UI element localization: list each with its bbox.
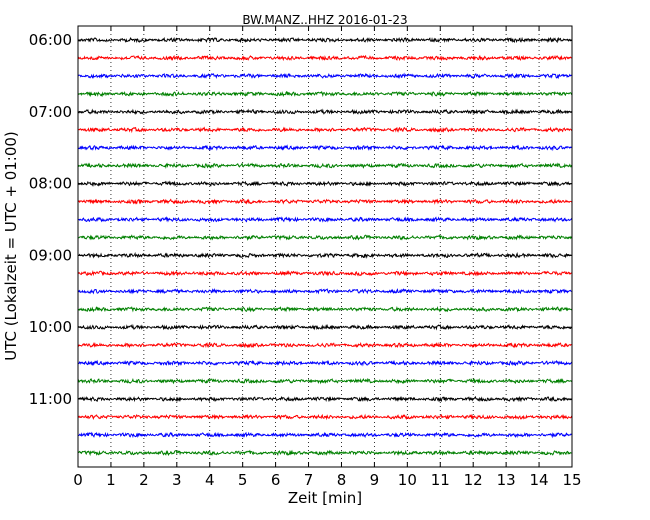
trace-line: [77, 108, 573, 116]
x-tick-label: 0: [73, 471, 83, 489]
chart-title: BW.MANZ..HHZ 2016-01-23: [242, 13, 407, 27]
y-axis: 06:00 07:00 08:00 09:00 10:00 11:00: [29, 31, 572, 408]
x-tick-label: 8: [337, 471, 347, 489]
trace-line: [77, 341, 573, 349]
trace-line: [77, 395, 573, 403]
x-axis: 0 1 2 3 4 5 6 7 8 9 10 11 12 13 14 15: [73, 26, 582, 489]
y-tick-label: 06:00: [29, 31, 72, 49]
y-tick-label: 11:00: [29, 390, 72, 408]
trace-line: [77, 54, 573, 62]
trace-line: [77, 198, 573, 205]
x-tick-label: 6: [271, 471, 281, 489]
trace-line: [77, 36, 573, 44]
x-tick-label: 5: [238, 471, 248, 489]
trace-line: [77, 413, 573, 421]
trace-line: [77, 449, 573, 457]
trace-line: [77, 162, 573, 169]
trace-line: [77, 323, 573, 331]
trace-line: [77, 216, 573, 223]
x-tick-label: 4: [205, 471, 215, 489]
trace-line: [77, 305, 573, 313]
trace-group: [77, 36, 573, 457]
y-tick-label: 07:00: [29, 103, 72, 121]
trace-line: [77, 377, 573, 385]
trace-line: [77, 251, 573, 259]
grid-lines: [110, 26, 540, 467]
trace-line: [77, 180, 573, 187]
plot-frame: [77, 25, 573, 468]
trace-line: [77, 90, 573, 98]
trace-line: [77, 72, 573, 80]
x-axis-label: Zeit [min]: [288, 489, 362, 507]
x-tick-label: 13: [497, 471, 516, 489]
x-tick-label: 11: [431, 471, 450, 489]
x-tick-label: 10: [398, 471, 417, 489]
x-tick-label: 14: [530, 471, 549, 489]
x-tick-label: 15: [562, 471, 581, 489]
y-tick-label: 09:00: [29, 246, 72, 264]
trace-line: [77, 359, 573, 367]
x-tick-label: 3: [172, 471, 182, 489]
trace-line: [77, 144, 573, 152]
trace-line: [77, 288, 573, 295]
y-axis-label: UTC (Lokalzeit = UTC + 01:00): [2, 131, 20, 361]
trace-line: [77, 269, 573, 277]
x-tick-label: 9: [370, 471, 380, 489]
x-tick-label: 2: [139, 471, 149, 489]
x-tick-label: 12: [464, 471, 483, 489]
y-tick-label: 08:00: [29, 175, 72, 193]
y-tick-label: 10:00: [29, 318, 72, 336]
trace-line: [77, 234, 573, 241]
trace-line: [77, 431, 573, 439]
x-tick-label: 1: [106, 471, 116, 489]
trace-line: [77, 126, 573, 134]
x-tick-label: 7: [304, 471, 314, 489]
